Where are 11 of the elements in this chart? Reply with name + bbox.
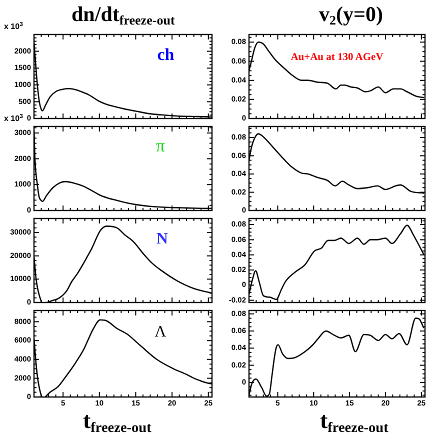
x-axis-title: t$_{freeze-out}$ [320,408,388,436]
y-axis-title: x 10$^{3}$ [4,22,23,31]
chart-title: v$_{2}$(y=0) [319,2,383,28]
chart-title: dn/dt$_{freeze-out}$ [72,2,175,28]
x-axis-title: t$_{freeze-out}$ [83,408,152,436]
y-axis-title: x 10$^{3}$ [4,114,23,123]
annotation: π [156,135,165,156]
annotation: Λ [154,323,167,340]
annotation: ch [157,44,175,64]
annotation: Au+Au at 130 AGeV [290,52,384,63]
annotation: N [156,230,168,248]
